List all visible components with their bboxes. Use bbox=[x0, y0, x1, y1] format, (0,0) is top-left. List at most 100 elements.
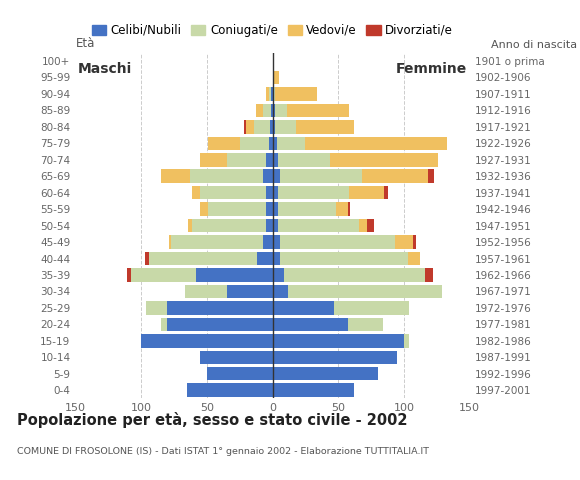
Text: Maschi: Maschi bbox=[78, 62, 132, 76]
Bar bbox=[161, 169, 190, 183]
Bar bbox=[404, 334, 409, 348]
Bar bbox=[266, 219, 273, 232]
Bar bbox=[273, 203, 278, 216]
Bar bbox=[240, 137, 269, 150]
Bar bbox=[273, 219, 278, 232]
Bar bbox=[273, 137, 277, 150]
Bar bbox=[395, 235, 414, 249]
Bar bbox=[273, 367, 378, 381]
Bar bbox=[273, 384, 354, 397]
Text: Anno di nascita: Anno di nascita bbox=[491, 40, 577, 50]
Legend: Celibi/Nubili, Coniugati/e, Vedovi/e, Divorziati/e: Celibi/Nubili, Coniugati/e, Vedovi/e, Di… bbox=[87, 19, 458, 41]
Bar bbox=[227, 153, 266, 167]
Bar bbox=[281, 169, 362, 183]
Bar bbox=[126, 268, 130, 282]
Bar bbox=[200, 350, 273, 364]
Bar bbox=[208, 203, 266, 216]
Bar bbox=[207, 367, 273, 381]
Text: Popolazione per età, sesso e stato civile - 2002: Popolazione per età, sesso e stato civil… bbox=[17, 412, 408, 428]
Bar bbox=[362, 169, 427, 183]
Bar bbox=[161, 318, 168, 331]
Bar bbox=[169, 235, 171, 249]
Bar bbox=[414, 235, 416, 249]
Bar bbox=[266, 203, 273, 216]
Bar bbox=[200, 153, 227, 167]
Bar bbox=[276, 120, 296, 133]
Bar bbox=[168, 301, 273, 314]
Bar bbox=[188, 219, 193, 232]
Bar bbox=[187, 384, 273, 397]
Bar bbox=[278, 186, 349, 199]
Bar bbox=[193, 186, 200, 199]
Bar bbox=[427, 169, 434, 183]
Bar bbox=[257, 252, 273, 265]
Bar bbox=[335, 301, 409, 314]
Bar bbox=[331, 153, 438, 167]
Bar bbox=[200, 203, 208, 216]
Bar bbox=[273, 318, 347, 331]
Bar bbox=[269, 137, 273, 150]
Bar bbox=[385, 186, 388, 199]
Bar bbox=[273, 350, 397, 364]
Bar bbox=[149, 252, 257, 265]
Text: Femmine: Femmine bbox=[396, 62, 467, 76]
Bar bbox=[281, 235, 395, 249]
Bar bbox=[276, 104, 287, 117]
Bar bbox=[273, 87, 275, 101]
Bar bbox=[271, 87, 273, 101]
Bar bbox=[281, 252, 408, 265]
Bar bbox=[273, 153, 278, 167]
Bar bbox=[273, 285, 288, 298]
Bar bbox=[266, 87, 269, 101]
Bar bbox=[227, 285, 273, 298]
Bar bbox=[254, 120, 270, 133]
Bar bbox=[145, 252, 149, 265]
Bar bbox=[278, 203, 336, 216]
Bar bbox=[273, 169, 281, 183]
Bar bbox=[184, 285, 227, 298]
Bar bbox=[287, 104, 349, 117]
Bar bbox=[347, 203, 350, 216]
Bar bbox=[141, 334, 273, 348]
Bar bbox=[271, 104, 273, 117]
Bar bbox=[270, 120, 273, 133]
Bar bbox=[277, 137, 306, 150]
Bar bbox=[256, 104, 263, 117]
Bar bbox=[273, 334, 404, 348]
Bar bbox=[200, 186, 266, 199]
Bar bbox=[278, 219, 360, 232]
Text: Età: Età bbox=[75, 36, 95, 49]
Bar bbox=[197, 268, 273, 282]
Bar bbox=[276, 87, 317, 101]
Bar bbox=[296, 120, 354, 133]
Bar bbox=[190, 169, 263, 183]
Bar bbox=[146, 301, 168, 314]
Bar bbox=[168, 318, 273, 331]
Bar bbox=[246, 120, 254, 133]
Bar bbox=[278, 153, 331, 167]
Bar bbox=[269, 87, 271, 101]
Bar bbox=[263, 104, 271, 117]
Bar bbox=[273, 268, 284, 282]
Bar bbox=[266, 186, 273, 199]
Bar bbox=[263, 235, 273, 249]
Bar bbox=[360, 219, 367, 232]
Bar bbox=[336, 203, 347, 216]
Bar bbox=[266, 153, 273, 167]
Bar bbox=[273, 252, 281, 265]
Bar bbox=[273, 104, 275, 117]
Bar bbox=[193, 219, 266, 232]
Bar bbox=[367, 219, 374, 232]
Bar bbox=[130, 268, 197, 282]
Bar bbox=[273, 301, 335, 314]
Bar bbox=[263, 169, 273, 183]
Bar bbox=[273, 235, 281, 249]
Bar bbox=[244, 120, 246, 133]
Bar bbox=[273, 71, 279, 84]
Bar bbox=[171, 235, 263, 249]
Bar bbox=[288, 285, 442, 298]
Bar bbox=[284, 268, 425, 282]
Bar bbox=[347, 318, 383, 331]
Bar bbox=[425, 268, 433, 282]
Bar bbox=[273, 186, 278, 199]
